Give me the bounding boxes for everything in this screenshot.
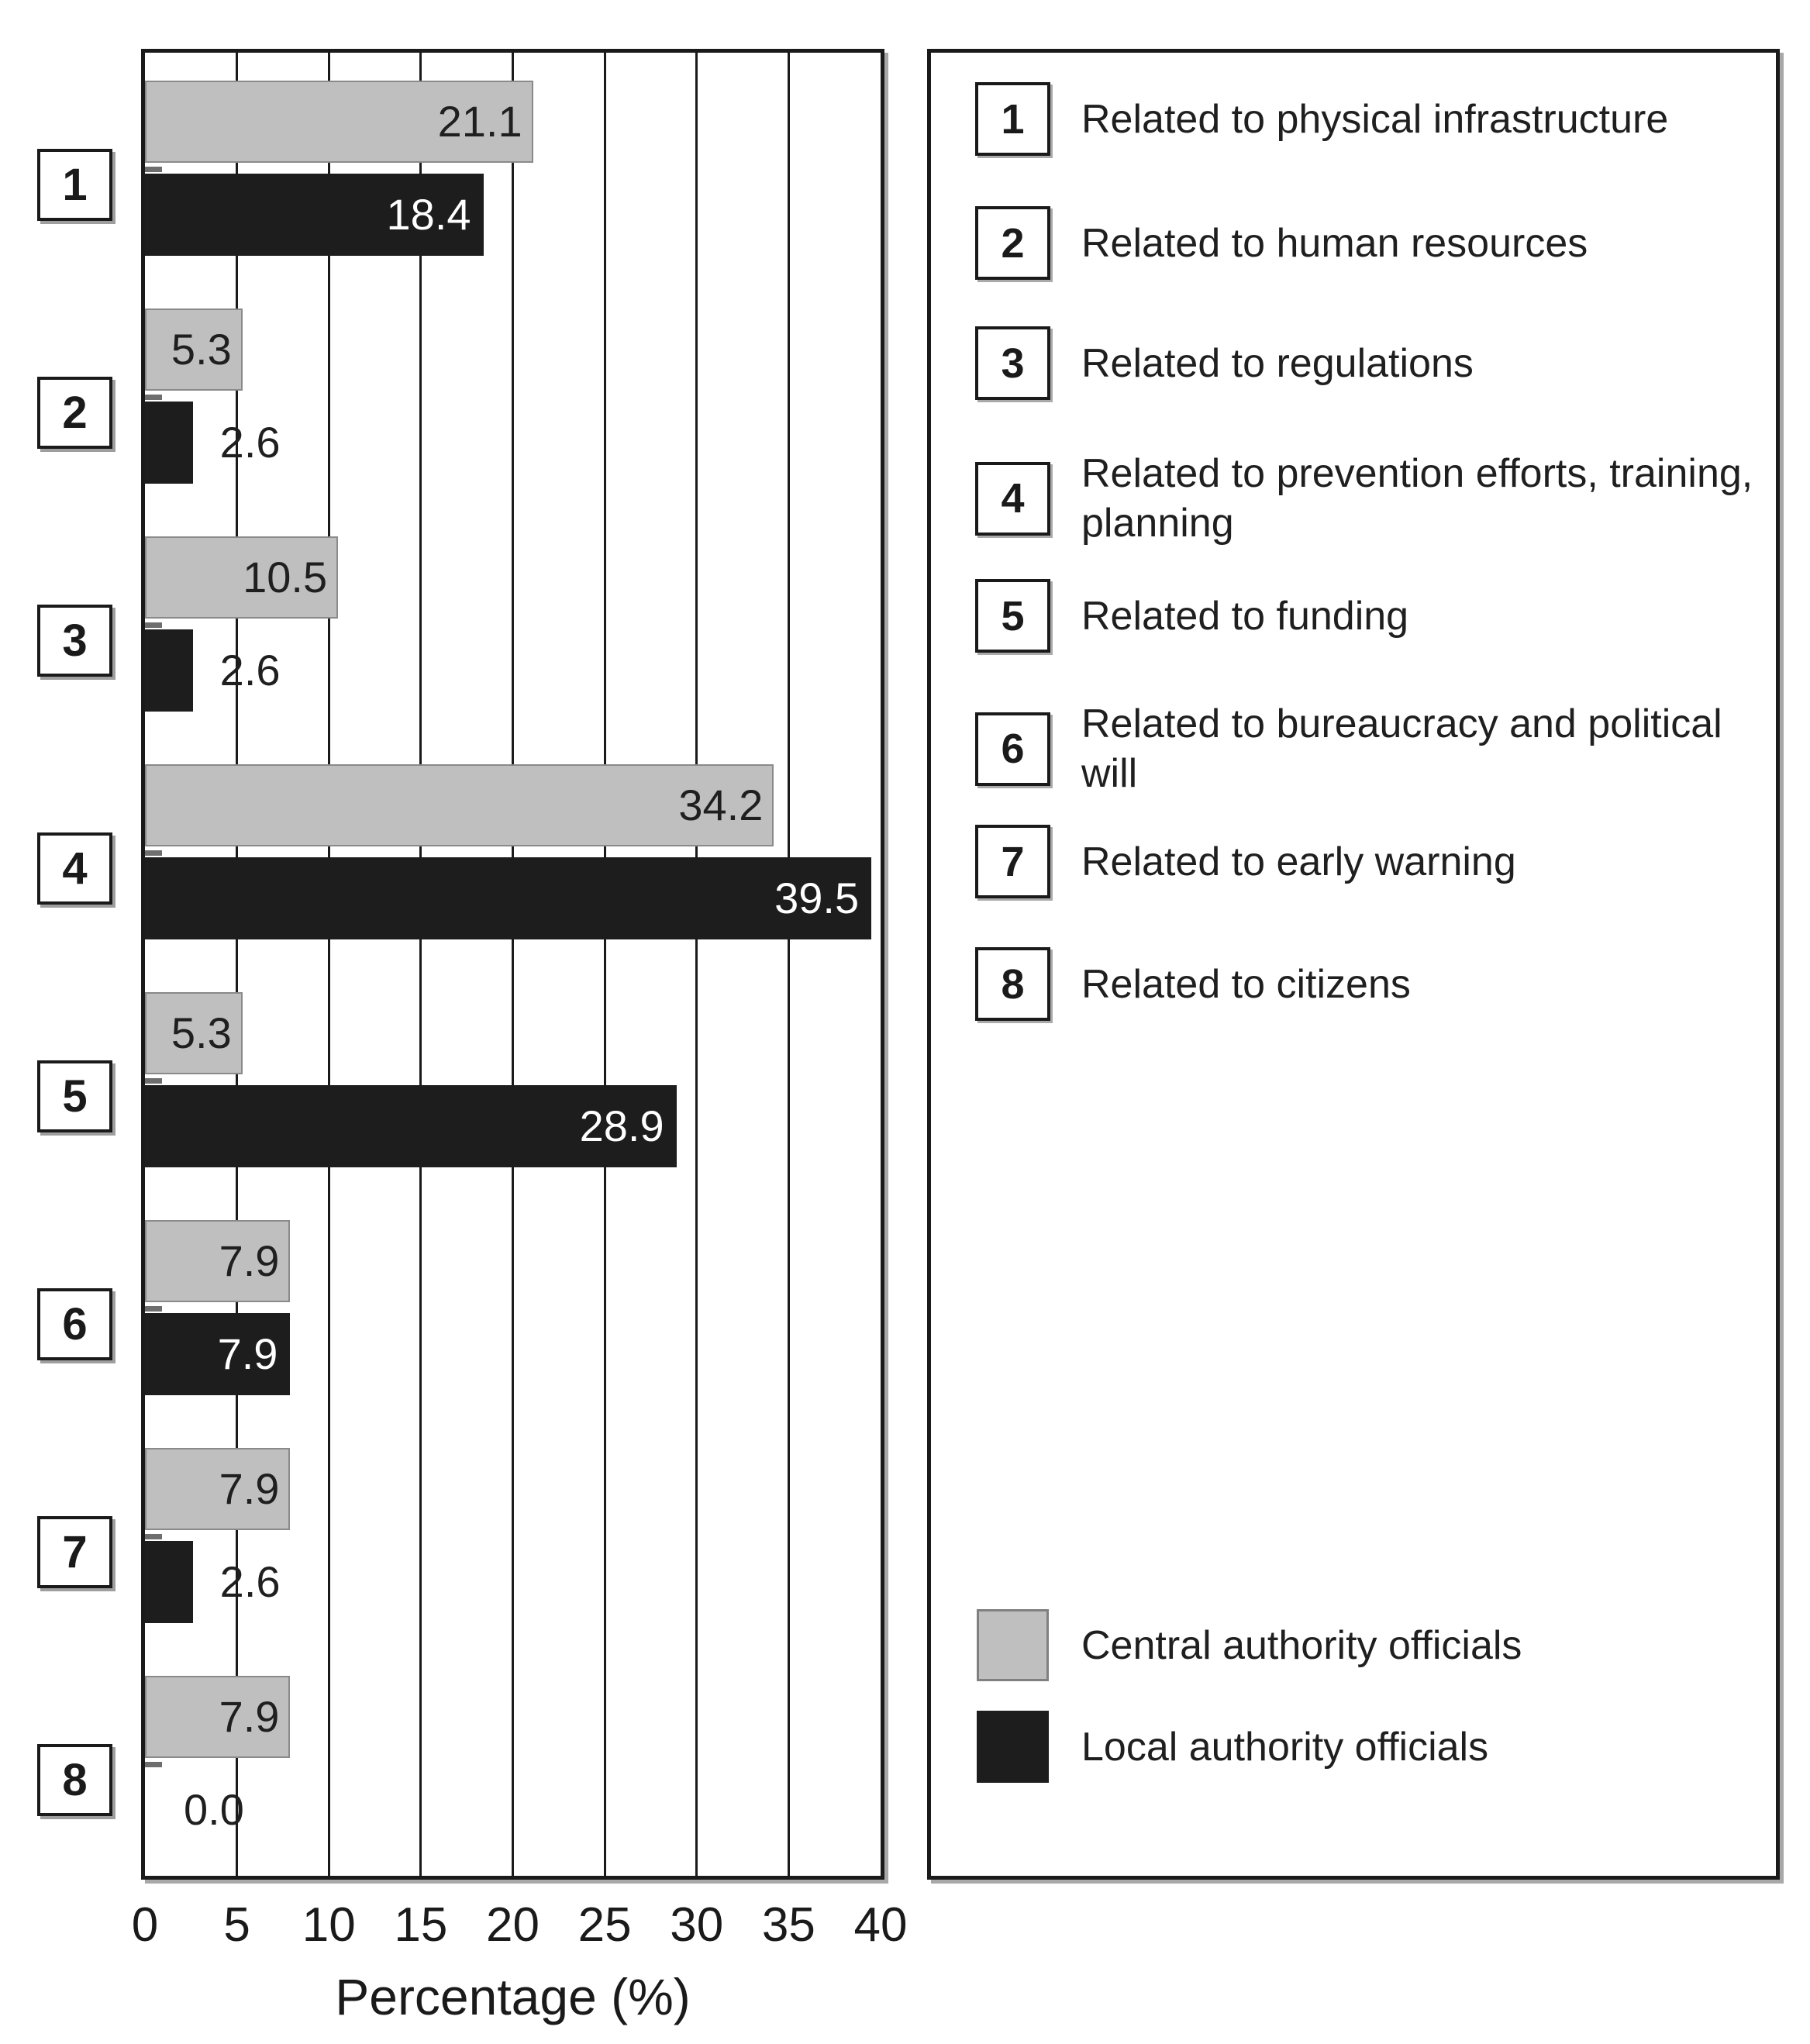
legend-key-number-4: 4 bbox=[975, 461, 1050, 536]
legend-key-number-8: 8 bbox=[975, 947, 1050, 1021]
category-box-7: 7 bbox=[37, 1516, 112, 1588]
gridline-10 bbox=[327, 53, 330, 1876]
bar-local-cat7 bbox=[145, 1541, 193, 1623]
category-tick-7 bbox=[145, 1534, 162, 1539]
plot-area: 21.1 18.4 5.3 2.6 10.5 2.6 34.2 39.5 5.3 28.9 7.9 7… bbox=[141, 49, 884, 1880]
value-label-local-cat6: 7.9 bbox=[217, 1329, 278, 1378]
value-label-local-cat7: 2.6 bbox=[219, 1557, 281, 1606]
legend-series-item-central: Central authority officials bbox=[977, 1609, 1522, 1681]
gridline-20 bbox=[512, 53, 514, 1876]
category-tick-4 bbox=[145, 850, 162, 856]
bar-central-cat2 bbox=[145, 308, 243, 391]
legend-key-item-6: 6 Related to bureaucracy and political wi… bbox=[975, 699, 1763, 798]
category-box-4: 4 bbox=[37, 832, 112, 905]
category-tick-8 bbox=[145, 1762, 162, 1767]
legend-key-label-2: Related to human resources bbox=[1081, 220, 1588, 266]
legend-key-item-3: 3 Related to regulations bbox=[975, 326, 1474, 400]
legend-key-label-5: Related to funding bbox=[1081, 593, 1409, 639]
legend-series-item-local: Local authority officials bbox=[977, 1711, 1488, 1783]
bar-local-cat1 bbox=[145, 174, 484, 256]
x-tick-label-20: 20 bbox=[486, 1898, 540, 1952]
legend-key-number-7: 7 bbox=[975, 825, 1050, 898]
x-tick-label-0: 0 bbox=[131, 1898, 159, 1952]
bar-central-cat5 bbox=[145, 992, 243, 1074]
bar-central-cat3 bbox=[145, 536, 339, 619]
value-label-central-cat1: 21.1 bbox=[437, 97, 522, 146]
category-tick-3 bbox=[145, 622, 162, 628]
category-box-5: 5 bbox=[37, 1060, 112, 1132]
legend-key-label-8: Related to citizens bbox=[1081, 961, 1411, 1007]
x-tick-label-30: 30 bbox=[670, 1898, 724, 1952]
gridline-5 bbox=[236, 53, 239, 1876]
legend-series-label-central: Central authority officials bbox=[1081, 1622, 1522, 1668]
legend-key-item-4: 4 Related to prevention efforts, training… bbox=[975, 449, 1753, 548]
category-box-2: 2 bbox=[37, 377, 112, 449]
bar-central-cat8 bbox=[145, 1676, 291, 1758]
x-tick-label-40: 40 bbox=[853, 1898, 908, 1952]
value-label-local-cat2: 2.6 bbox=[219, 418, 281, 467]
gridline-25 bbox=[603, 53, 606, 1876]
gridline-30 bbox=[695, 53, 698, 1876]
bar-central-cat4 bbox=[145, 764, 774, 846]
bar-central-cat6 bbox=[145, 1220, 291, 1302]
category-box-6: 6 bbox=[37, 1288, 112, 1360]
value-label-local-cat8: 0.0 bbox=[184, 1785, 244, 1834]
x-tick-label-35: 35 bbox=[761, 1898, 815, 1952]
value-label-central-cat8: 7.9 bbox=[219, 1692, 280, 1741]
value-label-local-cat4: 39.5 bbox=[774, 874, 860, 922]
value-label-central-cat6: 7.9 bbox=[219, 1236, 280, 1285]
legend-key-number-5: 5 bbox=[975, 579, 1050, 653]
bar-central-cat7 bbox=[145, 1448, 291, 1530]
legend-key-item-7: 7 Related to early warning bbox=[975, 825, 1516, 898]
bar-local-cat6 bbox=[145, 1313, 291, 1395]
x-tick-label-25: 25 bbox=[577, 1898, 632, 1952]
x-axis-title: Percentage (%) bbox=[335, 1968, 691, 2025]
legend-box: 1 Related to physical infrastructure 2 Rela… bbox=[927, 49, 1780, 1880]
legend-key-label-1: Related to physical infrastructure bbox=[1081, 96, 1669, 142]
legend-key-item-8: 8 Related to citizens bbox=[975, 947, 1411, 1021]
legend-swatch-central bbox=[977, 1609, 1049, 1681]
legend-key-number-3: 3 bbox=[975, 326, 1050, 400]
category-tick-2 bbox=[145, 395, 162, 400]
category-box-3: 3 bbox=[37, 605, 112, 677]
bar-central-cat1 bbox=[145, 81, 533, 163]
bar-local-cat5 bbox=[145, 1085, 677, 1167]
category-tick-5 bbox=[145, 1078, 162, 1084]
category-tick-1 bbox=[145, 167, 162, 172]
legend-key-number-1: 1 bbox=[975, 82, 1050, 156]
value-label-central-cat7: 7.9 bbox=[219, 1464, 280, 1513]
legend-swatch-local bbox=[977, 1711, 1049, 1783]
bar-local-cat2 bbox=[145, 402, 193, 484]
value-label-central-cat3: 10.5 bbox=[243, 553, 328, 601]
category-tick-6 bbox=[145, 1306, 162, 1312]
legend-key-label-3: Related to regulations bbox=[1081, 340, 1474, 386]
value-label-central-cat5: 5.3 bbox=[171, 1008, 232, 1057]
legend-key-label-4: Related to prevention efforts, training,… bbox=[1081, 451, 1753, 546]
value-label-local-cat3: 2.6 bbox=[219, 646, 281, 695]
category-box-8: 8 bbox=[37, 1744, 112, 1816]
gridline-15 bbox=[419, 53, 422, 1876]
legend-series-label-local: Local authority officials bbox=[1081, 1724, 1489, 1770]
bar-local-cat3 bbox=[145, 629, 193, 712]
legend-key-item-2: 2 Related to human resources bbox=[975, 206, 1588, 280]
x-tick-label-15: 15 bbox=[394, 1898, 448, 1952]
category-box-1: 1 bbox=[37, 149, 112, 221]
legend-key-number-6: 6 bbox=[975, 712, 1050, 786]
legend-key-item-5: 5 Related to funding bbox=[975, 579, 1408, 653]
gridline-35 bbox=[787, 53, 790, 1876]
bar-local-cat4 bbox=[145, 857, 872, 939]
value-label-local-cat1: 18.4 bbox=[386, 190, 471, 239]
value-label-central-cat4: 34.2 bbox=[678, 781, 764, 829]
legend-key-item-1: 1 Related to physical infrastructure bbox=[975, 82, 1668, 156]
legend-key-label-7: Related to early warning bbox=[1081, 839, 1516, 884]
x-tick-label-10: 10 bbox=[302, 1898, 356, 1952]
value-label-local-cat5: 28.9 bbox=[579, 1101, 664, 1150]
legend-key-number-2: 2 bbox=[975, 206, 1050, 280]
x-tick-label-5: 5 bbox=[223, 1898, 250, 1952]
value-label-central-cat2: 5.3 bbox=[171, 325, 232, 374]
legend-key-label-6: Related to bureaucracy and political wil… bbox=[1081, 701, 1722, 796]
